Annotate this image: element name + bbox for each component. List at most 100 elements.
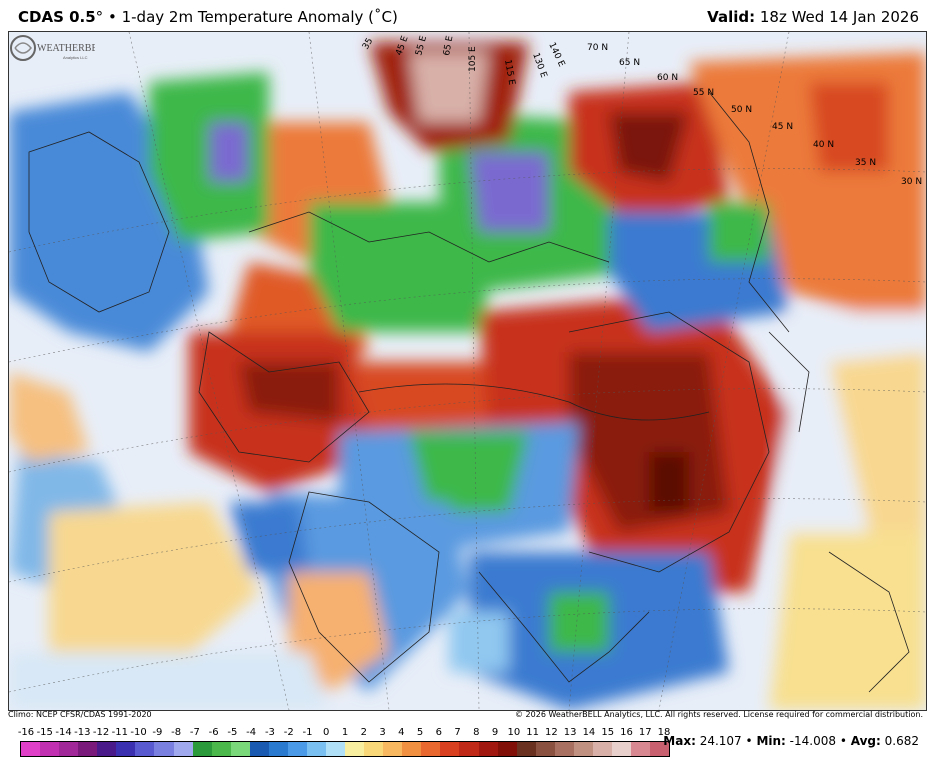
legend-swatch — [154, 742, 174, 756]
legend-swatch — [631, 742, 651, 756]
legend-swatch — [535, 742, 555, 756]
logo-subtext: Analytics LLC — [63, 55, 88, 60]
lat-label-70: 70 N — [587, 43, 608, 53]
legend-swatch — [326, 742, 346, 756]
legend-swatch — [59, 742, 79, 756]
min-label: Min: — [756, 734, 786, 748]
legend-tick-label: 7 — [454, 727, 461, 738]
legend-tick-label: 2 — [360, 727, 367, 738]
stats-sep-1: • — [745, 734, 753, 748]
map-title: CDAS 0.5° • 1-day 2m Temperature Anomaly… — [18, 8, 398, 26]
legend-tick-label: 16 — [620, 727, 633, 738]
lon-label-35: 35 — [361, 37, 375, 52]
legend-swatch — [249, 742, 269, 756]
legend-tick-label: 5 — [416, 727, 424, 738]
avg-label: Avg: — [850, 734, 881, 748]
credits: Climo: NCEP CFSR/CDAS 1991-2020 © 2026 W… — [8, 710, 925, 722]
product-name: CDAS 0.5 — [18, 8, 96, 26]
legend-tick-label: 0 — [323, 727, 330, 738]
lon-label-105e: 105 E — [468, 46, 478, 72]
legend-swatch — [211, 742, 231, 756]
legend-tick-label: 15 — [601, 727, 615, 738]
legend-tick-label: 4 — [398, 727, 405, 738]
legend-tick-label: -15 — [36, 727, 53, 738]
legend-tick-label: 17 — [638, 727, 652, 738]
legend-swatch — [287, 742, 307, 756]
legend-swatch — [230, 742, 250, 756]
legend-swatch — [459, 742, 479, 756]
legend-tick-label: -16 — [17, 727, 35, 738]
legend-swatch — [268, 742, 288, 756]
map-canvas: 70 N 65 N 60 N 55 N 50 N 45 N 40 N 35 N … — [9, 32, 926, 710]
legend-tick-label: -12 — [92, 727, 110, 738]
title-bullet: • — [107, 8, 117, 26]
legend-tick-label: 9 — [491, 727, 499, 738]
legend-swatch — [21, 742, 41, 756]
graticule — [9, 32, 926, 710]
legend-swatch — [516, 742, 536, 756]
legend-tick-label: -6 — [208, 727, 219, 738]
legend-tick-label: 14 — [582, 727, 596, 738]
legend-tick-label: 18 — [657, 727, 671, 738]
stats-sep-2: • — [839, 734, 847, 748]
lat-label-30: 30 N — [901, 177, 922, 187]
legend-swatch — [592, 742, 612, 756]
color-legend: -16 -15 -14 -13 -12 -11 -10 -9 -8 -7 -6 -5 -4 -3 -2 -1 0… — [17, 727, 671, 763]
lat-label-35: 35 N — [855, 158, 876, 168]
legend-tick-label: -9 — [152, 727, 163, 738]
legend-swatch — [573, 742, 593, 756]
legend-swatch — [554, 742, 574, 756]
legend-tick-label: -5 — [227, 727, 238, 738]
legend-tick-label: -1 — [302, 727, 313, 738]
legend-swatch — [440, 742, 460, 756]
legend-tick-label: 12 — [545, 727, 558, 738]
legend-swatch — [364, 742, 384, 756]
header: CDAS 0.5° • 1-day 2m Temperature Anomaly… — [0, 0, 935, 30]
legend-tick-label: 1 — [341, 727, 349, 738]
legend-swatch — [611, 742, 631, 756]
legend-swatch — [135, 742, 155, 756]
legend-tick-label: 6 — [435, 727, 442, 738]
legend-tick-label: -14 — [55, 727, 72, 738]
legend-tick-label: 11 — [526, 727, 540, 738]
legend-swatch — [383, 742, 403, 756]
climo-note: Climo: NCEP CFSR/CDAS 1991-2020 — [8, 710, 152, 719]
legend-swatch — [97, 742, 117, 756]
legend-tick-label: -7 — [189, 727, 200, 738]
legend-tick-label: -11 — [111, 727, 128, 738]
legend-tick-label: -3 — [264, 727, 275, 738]
anomaly-map: 70 N 65 N 60 N 55 N 50 N 45 N 40 N 35 N … — [8, 31, 927, 711]
anomaly-fields — [9, 42, 926, 710]
min-value: -14.008 — [789, 734, 836, 748]
copyright-note: © 2026 WeatherBELL Analytics, LLC. All r… — [515, 710, 923, 719]
legend-swatch — [116, 742, 136, 756]
legend-tick-label: 3 — [379, 727, 386, 738]
valid-time: Valid: 18z Wed 14 Jan 2026 — [707, 8, 919, 26]
weatherbell-logo: WEATHERBELL Analytics LLC — [10, 35, 95, 61]
legend-tick-label: -13 — [74, 727, 91, 738]
legend-swatch — [345, 742, 365, 756]
legend-tick-label: -2 — [283, 727, 294, 738]
lat-label-65: 65 N — [619, 58, 640, 68]
legend-labels: -16 -15 -14 -13 -12 -11 -10 -9 -8 -7 -6 -5 -4 -3 -2 -1 0… — [17, 727, 671, 741]
legend-swatch — [402, 742, 422, 756]
legend-tick-label: 8 — [473, 727, 480, 738]
lat-label-40: 40 N — [813, 140, 834, 150]
legend-tick-label: -4 — [246, 727, 257, 738]
lat-label-60: 60 N — [657, 73, 678, 83]
degree-sign: ° — [95, 8, 104, 26]
lat-label-45: 45 N — [772, 122, 793, 132]
legend-tick-label: -10 — [130, 727, 147, 738]
legend-swatch — [421, 742, 441, 756]
legend-tick-label: -8 — [171, 727, 182, 738]
legend-swatch — [497, 742, 517, 756]
legend-tick-label: 13 — [563, 727, 577, 738]
max-value: 24.107 — [699, 734, 742, 748]
legend-swatches — [20, 741, 670, 757]
stats-readout: Max: 24.107 • Min: -14.008 • Avg: 0.682 — [663, 734, 919, 748]
legend-swatch — [306, 742, 326, 756]
legend-swatch — [78, 742, 98, 756]
legend-swatch — [478, 742, 498, 756]
max-label: Max: — [663, 734, 696, 748]
lon-label-115e: 115 E — [502, 59, 516, 86]
